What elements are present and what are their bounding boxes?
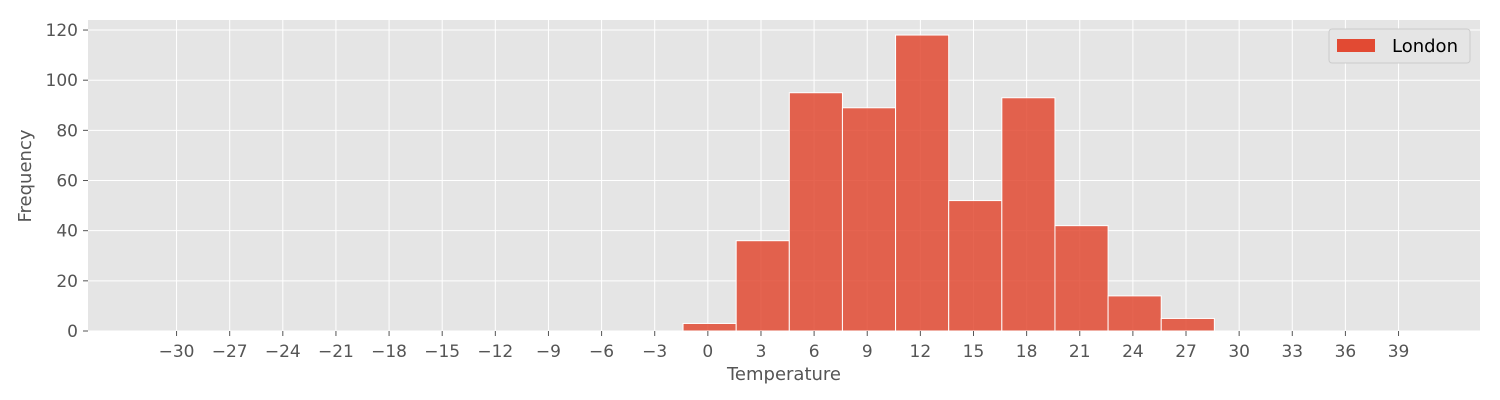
histogram-bar [841, 107, 897, 332]
legend-swatch [1337, 39, 1375, 52]
x-axis-label: Temperature [726, 364, 841, 385]
x-tick-label: −9 [536, 342, 561, 362]
x-tick-label: −12 [477, 342, 513, 362]
legend: London [1328, 28, 1471, 64]
x-tick-label: 39 [1388, 342, 1410, 362]
x-tick-label: 30 [1228, 342, 1250, 362]
bars [682, 34, 1215, 332]
x-tick-label: 9 [862, 342, 873, 362]
y-ticks: 0 20 40 60 80 100 120 [46, 21, 88, 342]
histogram-bar [1107, 295, 1162, 332]
histogram-bar [1054, 225, 1109, 332]
x-tick-label: 33 [1281, 342, 1303, 362]
x-tick-label: 0 [702, 342, 713, 362]
x-tick-label: 3 [756, 342, 767, 362]
histogram-bar [682, 322, 737, 332]
x-tick-label: 27 [1175, 342, 1197, 362]
y-tick-label: 20 [56, 272, 78, 292]
x-tick-label: −24 [265, 342, 301, 362]
x-tick-label: 15 [963, 342, 985, 362]
x-tick-label: −6 [589, 342, 614, 362]
y-tick-label: 80 [56, 121, 78, 141]
x-tick-label: 24 [1122, 342, 1144, 362]
x-tick-label: 12 [910, 342, 932, 362]
x-tick-label: −21 [318, 342, 354, 362]
y-axis-label: Frequency [15, 129, 36, 222]
histogram-bar [895, 34, 950, 332]
histogram-bar [1001, 97, 1056, 332]
x-tick-label: 36 [1335, 342, 1357, 362]
x-tick-label: −3 [642, 342, 667, 362]
grid [88, 20, 1480, 332]
y-tick-label: 100 [46, 71, 78, 91]
x-tick-label: 18 [1016, 342, 1038, 362]
x-ticks: −30 −27 −24 −21 −18 −15 −12 −9 −6 −3 0 3 6 9 12 15 18 21 2… [159, 331, 1410, 362]
y-tick-label: 40 [56, 222, 78, 242]
x-tick-label: −15 [424, 342, 460, 362]
x-tick-label: 21 [1069, 342, 1091, 362]
x-tick-label: −18 [371, 342, 407, 362]
y-tick-label: 0 [67, 322, 78, 342]
y-tick-label: 120 [46, 21, 78, 41]
x-tick-label: −30 [159, 342, 195, 362]
histogram-bar [948, 200, 1003, 332]
legend-box [1328, 28, 1471, 64]
histogram-bar [1160, 317, 1215, 332]
x-tick-label: −27 [212, 342, 248, 362]
histogram-bar [735, 240, 790, 332]
legend-label: London [1392, 36, 1458, 57]
x-tick-label: 6 [809, 342, 820, 362]
histogram-bar [788, 92, 843, 332]
y-tick-label: 60 [56, 172, 78, 192]
